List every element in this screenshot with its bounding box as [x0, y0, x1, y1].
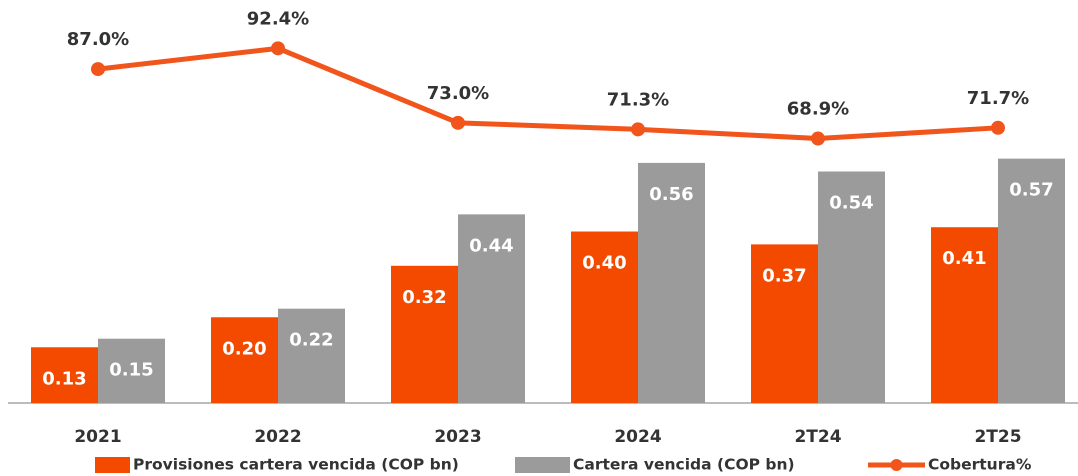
bar-value-label: 0.54 — [829, 192, 873, 213]
line-value-label: 68.9% — [787, 99, 849, 120]
bar — [458, 214, 525, 403]
bar — [571, 231, 638, 403]
line-point — [91, 62, 105, 77]
bar-value-label: 0.13 — [42, 368, 86, 389]
line-value-label: 87.0% — [67, 29, 129, 50]
line-point — [991, 120, 1005, 135]
x-tick-label: 2T25 — [974, 427, 1021, 447]
legend-swatch — [95, 457, 130, 473]
bar-value-label: 0.44 — [469, 235, 513, 256]
x-tick-label: 2024 — [614, 427, 661, 447]
bar — [98, 338, 165, 403]
bar-value-label: 0.40 — [582, 253, 626, 274]
x-tick-label: 2T24 — [794, 427, 841, 447]
bar-value-label: 0.57 — [1009, 180, 1053, 201]
legend-label: Cartera vencida (COP bn) — [573, 456, 795, 474]
line-value-label: 71.7% — [967, 88, 1029, 109]
legend-label: Cobertura% — [928, 456, 1032, 474]
bar-value-label: 0.37 — [762, 265, 806, 286]
bar — [391, 265, 458, 403]
line — [97, 45, 999, 142]
x-tick-label: 2021 — [74, 427, 121, 447]
line-point — [271, 41, 285, 56]
x-tick-label: 2023 — [434, 427, 481, 447]
bar — [638, 162, 705, 403]
bar — [211, 317, 278, 403]
bar-value-label: 0.20 — [222, 338, 266, 359]
x-tick-label: 2022 — [254, 427, 301, 447]
bar — [818, 171, 885, 403]
bar — [278, 308, 345, 403]
bar — [751, 244, 818, 403]
line-point — [631, 122, 645, 137]
bar — [931, 227, 998, 403]
line-point — [811, 131, 825, 146]
line-value-label: 71.3% — [607, 89, 669, 110]
bar-value-label: 0.56 — [649, 184, 693, 205]
line-value-label: 73.0% — [427, 83, 489, 104]
bar-value-label: 0.22 — [289, 330, 333, 351]
bar-value-label: 0.15 — [109, 360, 153, 381]
legend-swatch — [515, 457, 570, 473]
bar-value-label: 0.41 — [942, 248, 986, 269]
line-value-label: 92.4% — [247, 8, 309, 29]
bar-value-label: 0.32 — [402, 287, 446, 308]
legend-label: Provisiones cartera vencida (COP bn) — [133, 456, 459, 474]
bar — [998, 158, 1065, 403]
line-point — [451, 115, 465, 130]
bar — [31, 347, 98, 403]
legend-dot — [890, 459, 903, 471]
